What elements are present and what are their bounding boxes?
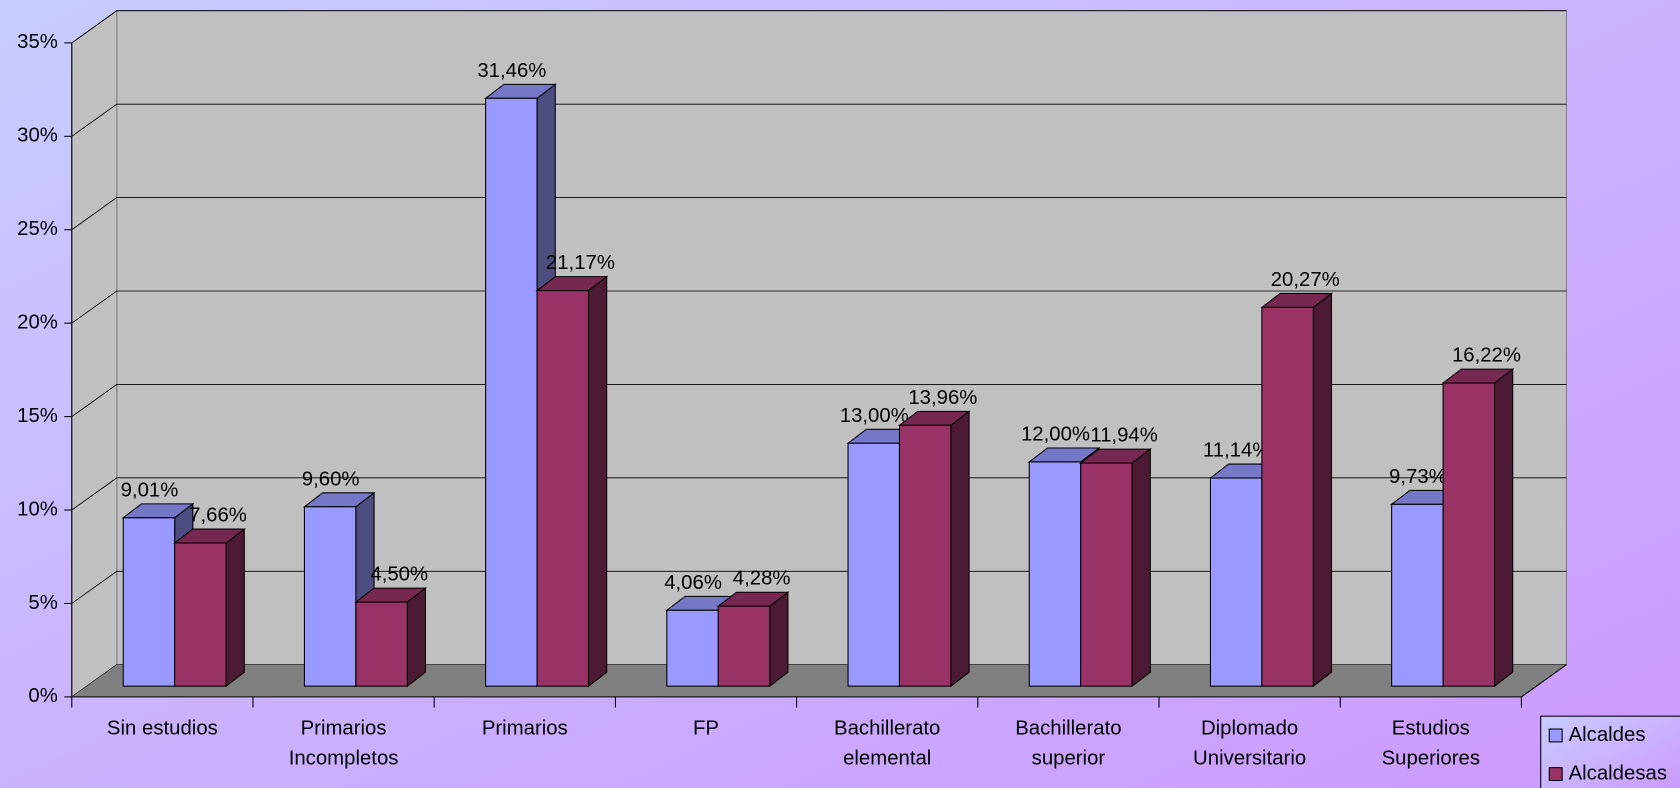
data-label: 11,14% <box>1203 440 1271 462</box>
bar-side <box>769 591 789 688</box>
x-tick-label: Diplomado <box>1201 717 1298 739</box>
x-tick-label: Sin estudios <box>107 717 218 739</box>
bar <box>1441 368 1515 688</box>
grid-line <box>71 290 1567 324</box>
y-tick-label: 10% <box>17 498 58 520</box>
legend: Alcaldes Alcaldesas <box>1540 715 1680 788</box>
x-tick-label: Universitario <box>1193 747 1306 769</box>
bar-front <box>303 506 357 687</box>
bar-side <box>950 410 970 688</box>
data-label: 9,01% <box>121 479 179 501</box>
bar-side <box>1493 368 1514 688</box>
bar-front <box>122 517 176 687</box>
data-label: 9,73% <box>1389 466 1447 488</box>
bar <box>535 275 609 688</box>
bar-front <box>1080 462 1133 687</box>
data-label: 4,06% <box>664 572 722 594</box>
y-tick-label: 25% <box>17 218 58 240</box>
bar-front <box>666 609 719 687</box>
data-label: 13,00% <box>840 405 909 427</box>
bar-front <box>847 442 900 687</box>
bar <box>897 410 971 688</box>
x-tick-label: FP <box>693 717 719 739</box>
bar <box>173 527 246 688</box>
bar-front <box>1442 382 1496 687</box>
bar <box>1079 448 1152 688</box>
bar-front <box>1209 477 1263 687</box>
bar-front <box>1261 306 1314 687</box>
bar-front <box>355 601 408 687</box>
bar-side <box>587 275 608 688</box>
legend-swatch <box>1548 728 1563 743</box>
data-label: 4,28% <box>733 568 791 590</box>
bar-front <box>1391 503 1444 687</box>
x-tick-label: Bachillerato <box>834 717 940 739</box>
data-label: 31,46% <box>477 60 546 82</box>
y-tick-label: 5% <box>28 592 57 614</box>
data-label: 20,27% <box>1271 269 1340 291</box>
bar-front <box>1028 461 1082 687</box>
floor <box>71 664 1567 697</box>
x-tick-label: superior <box>1032 747 1106 769</box>
bar-front <box>898 424 952 687</box>
x-tick-label: Estudios <box>1392 717 1470 739</box>
side-wall <box>71 9 118 698</box>
bar-side <box>406 587 427 688</box>
grid-line <box>71 103 1567 137</box>
bar <box>1260 292 1334 688</box>
bar-side <box>1131 448 1151 688</box>
x-tick-label: Superiores <box>1382 747 1480 769</box>
data-label: 13,96% <box>908 387 977 409</box>
data-label: 16,22% <box>1452 345 1521 367</box>
bar-side <box>225 527 245 688</box>
grid-line <box>71 10 1567 44</box>
bar-side <box>1312 292 1333 688</box>
grid-line <box>71 383 1567 417</box>
bar-front <box>536 290 590 687</box>
bar-front <box>717 605 771 687</box>
bar-front <box>174 542 227 687</box>
x-tick-label: Incompletos <box>289 747 399 769</box>
x-tick-label: Primarios <box>482 717 568 739</box>
y-tick-label: 15% <box>17 405 58 427</box>
x-tick-label: elemental <box>843 747 931 769</box>
data-label: 9,60% <box>302 468 360 490</box>
data-label: 4,50% <box>370 564 428 586</box>
data-label: 12,00% <box>1021 423 1090 445</box>
bar <box>354 587 428 688</box>
x-tick-label: Primarios <box>301 717 387 739</box>
data-label: 21,17% <box>546 252 615 274</box>
data-label: 7,66% <box>189 505 247 527</box>
x-tick-label: Bachillerato <box>1015 717 1121 739</box>
bar-front <box>485 97 538 687</box>
legend-box <box>1540 715 1680 788</box>
bar <box>716 591 790 688</box>
legend-label: Alcaldes <box>1569 724 1646 746</box>
y-tick-label: 20% <box>17 312 58 334</box>
legend-label: Alcaldesas <box>1569 762 1667 784</box>
grid-line <box>71 197 1567 231</box>
y-tick-label: 0% <box>28 685 57 707</box>
data-label: 11,94% <box>1090 425 1158 447</box>
y-tick-label: 30% <box>17 125 58 147</box>
legend-swatch <box>1548 767 1563 782</box>
y-tick-label: 35% <box>17 31 58 53</box>
